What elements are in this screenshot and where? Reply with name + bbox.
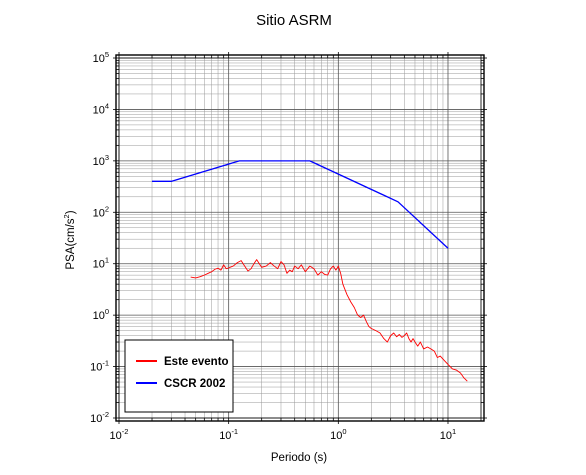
- axis-ticks: [113, 52, 487, 424]
- y-tick-label: 101: [93, 256, 109, 271]
- chart-title: Sitio ASRM: [256, 12, 332, 29]
- legend-label-este-evento: Este evento: [164, 356, 229, 368]
- y-axis-label: PSA(cm/s2): [62, 210, 77, 269]
- plot-frame: [115, 54, 485, 422]
- y-tick-label: 105: [93, 50, 109, 65]
- series-layer: [152, 160, 468, 382]
- y-tick-label: 102: [93, 204, 109, 219]
- y-tick-label: 103: [93, 153, 109, 168]
- x-tick-label: 10-2: [110, 427, 129, 442]
- legend-label-cscr-2002: CSCR 2002: [164, 378, 225, 390]
- x-tick-label: 101: [440, 427, 456, 442]
- x-tick-label: 100: [330, 427, 346, 442]
- series-line-cscr-2002: [152, 160, 449, 249]
- legend-box: [124, 339, 234, 413]
- x-axis-label: Periodo (s): [271, 452, 327, 464]
- y-tick-label: 10-2: [90, 410, 109, 425]
- x-tick-label: 10-1: [219, 427, 238, 442]
- legend: Este evento CSCR 2002: [124, 339, 234, 413]
- grid-minor: [119, 58, 482, 418]
- series-line-este-evento: [190, 259, 468, 382]
- y-tick-label: 100: [93, 307, 109, 322]
- y-tick-label: 10-1: [90, 359, 109, 374]
- tick-labels: 10-2 10-1 100 101 10-2 10-1 100 101 102 103 104 105: [90, 50, 456, 442]
- y-tick-label: 104: [93, 101, 109, 116]
- plot-frame-inner: [118, 57, 482, 419]
